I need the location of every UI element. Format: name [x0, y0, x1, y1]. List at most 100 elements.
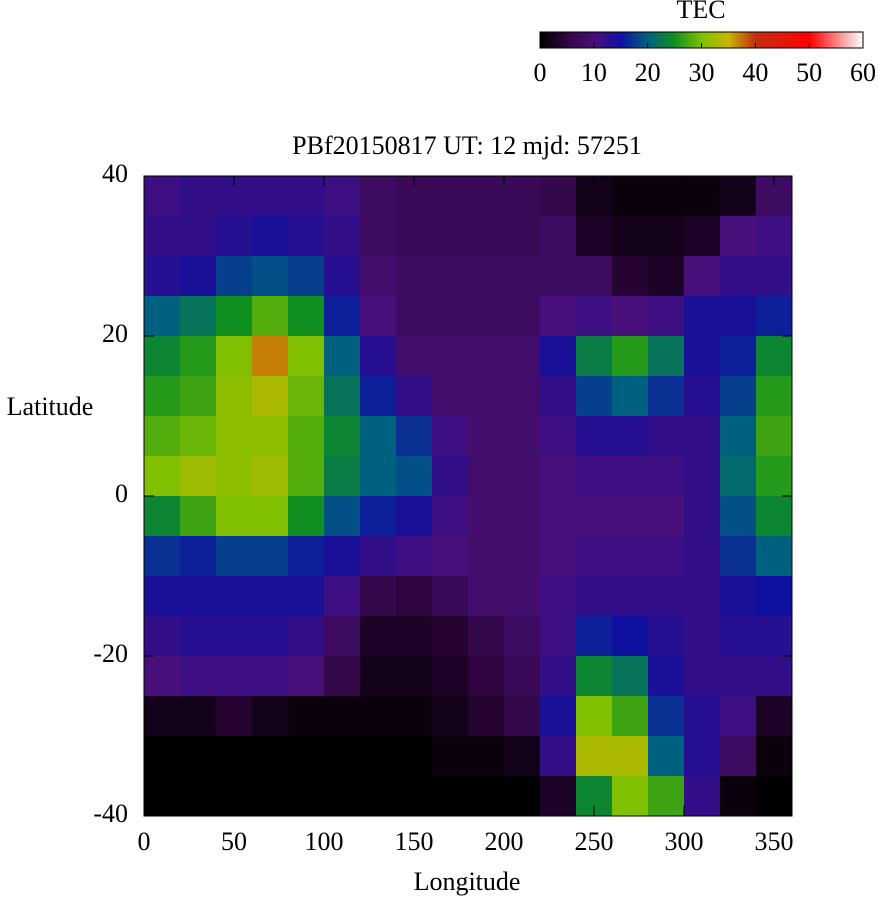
colorbar-tick-label: 40 [742, 58, 768, 87]
heat-cell [432, 576, 469, 617]
heat-cell [720, 216, 757, 257]
heat-cell [324, 696, 361, 737]
heat-cell [684, 176, 721, 217]
x-tick-label: 0 [138, 827, 151, 856]
heat-cell [144, 336, 181, 377]
heat-cell [360, 336, 397, 377]
heat-cell [432, 616, 469, 657]
heat-cell [396, 456, 433, 497]
heat-cell [252, 336, 289, 377]
heat-cell [432, 376, 469, 417]
heat-cell [144, 576, 181, 617]
heat-cell [180, 496, 217, 537]
heat-cell [468, 456, 505, 497]
heat-cell [576, 456, 613, 497]
heat-cell [180, 616, 217, 657]
heat-cell [216, 656, 253, 697]
heat-cell [468, 216, 505, 257]
heat-cell [576, 256, 613, 297]
heat-cell [360, 776, 397, 817]
y-tick-label: -40 [93, 799, 128, 828]
heat-cell [612, 696, 649, 737]
colorbar-label: TEC [676, 0, 725, 24]
heat-cell [144, 696, 181, 737]
heat-cell [396, 416, 433, 457]
heat-cell [216, 496, 253, 537]
heat-cell [504, 496, 541, 537]
heat-cell [180, 656, 217, 697]
heat-cell [180, 416, 217, 457]
heat-cell [684, 776, 721, 817]
heat-cell [396, 336, 433, 377]
heat-cell [540, 696, 577, 737]
heat-cell [324, 336, 361, 377]
heat-cell [756, 416, 793, 457]
heat-cell [324, 656, 361, 697]
heat-cell [252, 376, 289, 417]
heat-cell [648, 176, 685, 217]
heat-cell [360, 256, 397, 297]
heat-cell [288, 496, 325, 537]
heat-cell [756, 216, 793, 257]
heat-cell [468, 736, 505, 777]
heat-cell [252, 776, 289, 817]
heat-cell [324, 496, 361, 537]
heat-cell [684, 536, 721, 577]
heat-cell [684, 416, 721, 457]
heat-cell [504, 776, 541, 817]
heat-cell [720, 736, 757, 777]
heat-cell [648, 376, 685, 417]
heat-cell [360, 376, 397, 417]
heat-cell [648, 416, 685, 457]
heat-cell [216, 616, 253, 657]
x-tick-label: 100 [305, 827, 344, 856]
heat-cell [648, 656, 685, 697]
heat-cell [144, 656, 181, 697]
heat-cell [756, 656, 793, 697]
heat-cell [576, 696, 613, 737]
heat-cell [252, 456, 289, 497]
heat-cell [324, 416, 361, 457]
heat-cell [432, 536, 469, 577]
heat-cell [504, 536, 541, 577]
heat-cell [576, 736, 613, 777]
heat-cell [324, 576, 361, 617]
heat-cell [612, 736, 649, 777]
heat-cell [720, 576, 757, 617]
heat-cell [396, 696, 433, 737]
heat-cell [216, 456, 253, 497]
heat-cell [684, 376, 721, 417]
heat-cell [144, 456, 181, 497]
heat-cell [288, 696, 325, 737]
heat-cell [180, 576, 217, 617]
chart-title: PBf20150817 UT: 12 mjd: 57251 [292, 131, 642, 160]
x-tick-label: 250 [575, 827, 614, 856]
heat-cell [540, 376, 577, 417]
heat-cell [180, 736, 217, 777]
heat-cell [288, 336, 325, 377]
heat-cell [144, 416, 181, 457]
heat-cell [720, 616, 757, 657]
heat-cell [216, 416, 253, 457]
heat-cell [144, 256, 181, 297]
heat-cell [684, 216, 721, 257]
heat-cell [324, 616, 361, 657]
heat-cell [468, 496, 505, 537]
heat-cell [504, 696, 541, 737]
heat-cell [720, 776, 757, 817]
heat-cell [360, 696, 397, 737]
heat-cell [468, 416, 505, 457]
heat-cell [720, 656, 757, 697]
heat-cell [432, 736, 469, 777]
heat-cell [252, 736, 289, 777]
heat-cell [324, 536, 361, 577]
heat-cell [288, 376, 325, 417]
heat-cell [144, 176, 181, 217]
heat-cell [720, 456, 757, 497]
heat-cell [288, 456, 325, 497]
heat-cell [504, 616, 541, 657]
heat-cell [216, 376, 253, 417]
heat-cell [540, 216, 577, 257]
heat-cell [360, 616, 397, 657]
heat-cell [252, 536, 289, 577]
